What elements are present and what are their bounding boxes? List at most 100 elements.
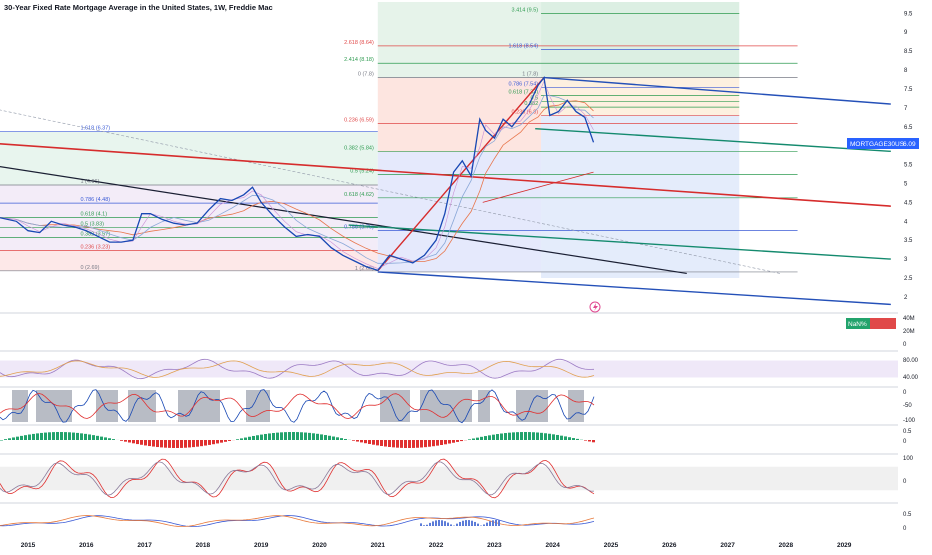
histogram-bar (444, 440, 447, 444)
histogram-bar (244, 438, 247, 440)
bolt-icon[interactable] (590, 302, 600, 312)
histogram-bar (508, 433, 511, 440)
histogram-bar (212, 440, 215, 444)
y-tick-label: 3.5 (904, 238, 913, 244)
williams-zone (178, 390, 220, 422)
histogram-bar (200, 440, 203, 446)
panel-tick-label: 0.5 (903, 429, 912, 435)
histogram-bar (544, 433, 547, 440)
histogram-bar (32, 434, 35, 440)
macd-bar (447, 523, 449, 526)
macd-bar (486, 523, 488, 526)
histogram-bar (392, 440, 395, 447)
histogram-bar (36, 433, 39, 440)
histogram-bar (352, 440, 355, 441)
histogram-bar (532, 432, 535, 440)
histogram-bar (316, 434, 319, 440)
macd-signal-line (0, 516, 594, 527)
histogram-bar (132, 440, 135, 443)
symbol-tag-label: MORTGAGE30US (850, 141, 905, 148)
histogram-bar (16, 437, 19, 440)
macd-bar (429, 523, 431, 526)
histogram-bar (540, 433, 543, 440)
macd-bar (420, 523, 422, 526)
histogram-bar (120, 440, 123, 441)
histogram-bar (576, 439, 579, 440)
histogram-bar (360, 440, 363, 442)
histogram-bar (548, 434, 551, 440)
histogram-bar (300, 432, 303, 440)
fib-zone-mid-blue (378, 152, 541, 272)
histogram-bar (436, 440, 439, 446)
histogram-bar (248, 437, 251, 440)
williams-zone (478, 390, 490, 422)
williams-zone (568, 390, 584, 422)
williams-zone (380, 390, 410, 422)
macd-bar (474, 522, 476, 526)
panel-tick-label: 0.5 (903, 512, 912, 518)
histogram-bar (172, 440, 175, 448)
histogram-bar (256, 435, 259, 440)
histogram-bar (320, 434, 323, 440)
histogram-bar (376, 440, 379, 445)
histogram-bar (312, 433, 315, 440)
histogram-bar (308, 433, 311, 440)
histogram-bar (272, 433, 275, 440)
y-tick-label: 5.5 (904, 163, 913, 169)
x-tick-label: 2025 (604, 542, 619, 549)
histogram-bar (76, 433, 79, 440)
histogram-bar (104, 437, 107, 440)
x-tick-label: 2023 (487, 542, 502, 549)
histogram-bar (332, 437, 335, 440)
histogram-bar (164, 440, 167, 448)
fib_levels_mid-label: 0.382 (5.84) (344, 146, 374, 152)
histogram-bar (196, 440, 199, 447)
macd-bar (432, 521, 434, 526)
histogram-bar (96, 436, 99, 440)
histogram-bar (8, 438, 11, 440)
fib_levels_left-label: 1.618 (6.37) (80, 126, 110, 132)
histogram-bar (52, 432, 55, 440)
histogram-bar (280, 432, 283, 440)
histogram-bar (180, 440, 183, 448)
histogram-bar (524, 432, 527, 440)
histogram-bar (264, 434, 267, 440)
histogram-bar (408, 440, 411, 448)
histogram-bar (168, 440, 171, 448)
x-tick-label: 2024 (545, 542, 560, 549)
histogram-bar (224, 440, 227, 442)
histogram-bar (460, 440, 463, 441)
macd-bar (456, 524, 458, 526)
histogram-bar (476, 438, 479, 440)
histogram-bar (584, 440, 587, 441)
symbol-tag-value: 6.09 (903, 141, 916, 148)
histogram-bar (448, 440, 451, 444)
histogram-bar (516, 432, 519, 440)
panel-tick-label: 40.00 (903, 375, 919, 381)
histogram-bar (292, 432, 295, 440)
x-tick-label: 2016 (79, 542, 94, 549)
fib-zone-left-low (0, 250, 378, 270)
fib_levels_mid-label: 2.618 (8.64) (344, 40, 374, 46)
histogram-bar (268, 433, 271, 440)
histogram-bar (512, 432, 515, 440)
histogram-bar (100, 437, 103, 440)
histogram-bar (0, 440, 3, 441)
williams-zone (516, 390, 548, 422)
histogram-bar (568, 437, 571, 440)
macd-bar (477, 524, 479, 526)
macd-bar (498, 520, 500, 526)
histogram-bar (28, 435, 31, 440)
histogram-bar (384, 440, 387, 447)
histogram-bar (216, 440, 219, 443)
fib_levels_mid-label: 0 (7.8) (358, 72, 374, 78)
histogram-bar (296, 432, 299, 440)
histogram-bar (252, 436, 255, 440)
x-tick-label: 2020 (312, 542, 327, 549)
histogram-bar (356, 440, 359, 442)
rsi-panel-band (0, 361, 898, 378)
histogram-bar (260, 435, 263, 440)
histogram-bar (64, 432, 67, 440)
histogram-bar (572, 438, 575, 440)
